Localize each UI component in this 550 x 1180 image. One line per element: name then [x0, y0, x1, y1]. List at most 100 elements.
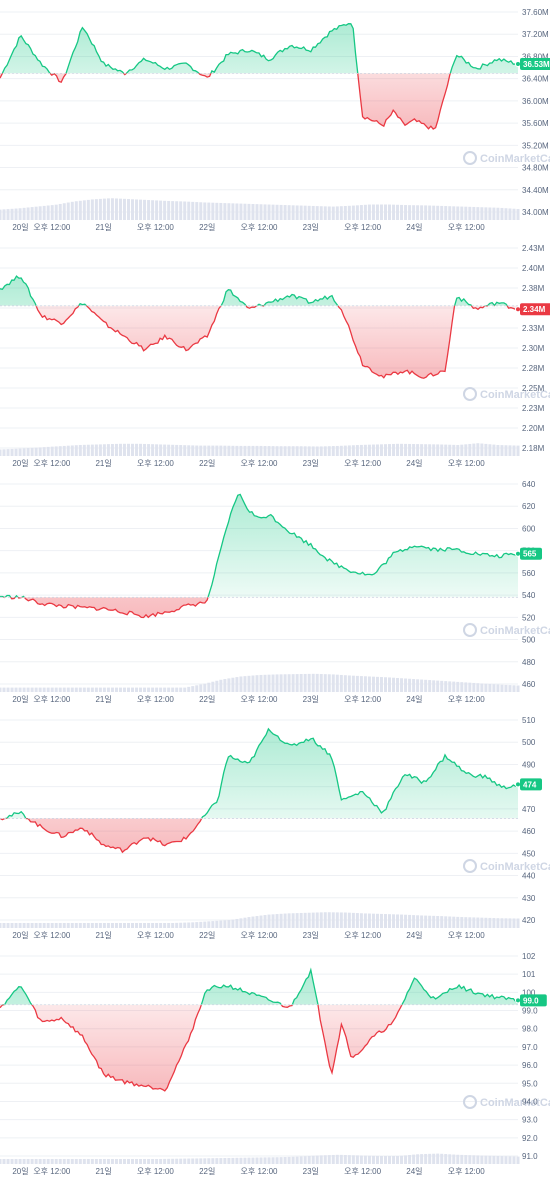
volume-bar: [492, 684, 496, 692]
volume-bar: [452, 206, 456, 220]
price-chart-svg-5[interactable]: CoinMarketCap10210110099.098.097.096.095…: [0, 944, 550, 1180]
volume-bar: [0, 449, 2, 456]
volume-bar: [516, 445, 520, 456]
price-badge: 99.0: [520, 994, 547, 1007]
volume-bar: [343, 206, 347, 220]
volume-bar: [22, 448, 26, 456]
volume-bar: [187, 1158, 191, 1164]
chart-panel-3: CoinMarketCap640620600580560540520500480…: [0, 472, 550, 708]
volume-bar: [183, 922, 187, 928]
volume-bar: [18, 208, 22, 220]
area-fill-down: [0, 1004, 518, 1091]
volume-bar: [135, 443, 139, 456]
volume-bar: [436, 205, 440, 220]
area-fill-up: [0, 728, 518, 819]
volume-bar: [271, 204, 275, 220]
volume-bar: [147, 923, 151, 928]
volume-bar: [424, 679, 428, 692]
volume-bar: [472, 682, 476, 692]
volume-bar: [331, 446, 335, 456]
price-chart-svg-3[interactable]: CoinMarketCap640620600580560540520500480…: [0, 472, 550, 708]
volume-bar: [371, 676, 375, 692]
y-tick-label: 450: [522, 849, 536, 858]
x-tick-label: 22일: [199, 459, 215, 468]
volume-bar: [46, 446, 50, 456]
volume-bar: [271, 674, 275, 692]
volume-bar: [379, 444, 383, 456]
volume-bar: [279, 204, 283, 220]
volume-bar: [359, 676, 363, 692]
volume-bar: [58, 923, 62, 928]
volume-bar: [512, 445, 516, 456]
volume-bar: [139, 199, 143, 220]
volume-bar: [131, 1159, 135, 1164]
volume-bar: [131, 199, 135, 220]
volume-bar: [287, 674, 291, 692]
volume-bar: [460, 1154, 464, 1164]
volume-bar: [0, 1159, 2, 1164]
volume-bar: [500, 918, 504, 928]
volume-bar: [452, 444, 456, 456]
volume-bar: [291, 913, 295, 928]
volume-bar: [259, 674, 263, 692]
y-tick-label: 2.20M: [522, 424, 545, 433]
volume-bar: [424, 444, 428, 456]
volume-bar: [126, 443, 130, 456]
y-tick-label: 101: [522, 970, 536, 979]
watermark-logo-icon: [463, 151, 477, 165]
last-price-dot: [515, 306, 521, 313]
volume-bar: [235, 445, 239, 456]
x-axis-labels: 20일 오후 12:00 21일 오후 12:00 22일 오후 12:00 23일 오후 1…: [12, 223, 485, 232]
volume-bar: [187, 201, 191, 220]
volume-bar: [90, 923, 94, 928]
volume-bar: [46, 1159, 50, 1164]
volume-bar: [283, 446, 287, 456]
volume-bar: [2, 449, 6, 456]
x-tick-label: 24일: [406, 459, 422, 468]
volume-bar: [516, 1156, 520, 1164]
last-price-dot: [515, 60, 521, 67]
price-badge-label: 565: [523, 550, 537, 559]
volume-bar: [50, 446, 54, 456]
volume-bar: [54, 446, 58, 456]
volume-bar: [135, 1159, 139, 1164]
volume-bar: [383, 204, 387, 220]
y-tick-label: 420: [522, 916, 536, 925]
volume-bar: [195, 685, 199, 692]
volume-bar: [151, 687, 155, 692]
volume-bar: [251, 1157, 255, 1164]
volume-bar: [243, 676, 247, 692]
volume-bar: [126, 687, 130, 692]
volume-bar: [359, 913, 363, 928]
watermark-logo-icon: [463, 387, 477, 401]
price-chart-svg-1[interactable]: CoinMarketCap 37.60M 37.20M 36.80M 36.40M 36.…: [0, 0, 550, 236]
volume-bar: [307, 912, 311, 928]
volume-bar: [110, 923, 114, 928]
volume-bar: [179, 445, 183, 456]
volume-bar: [175, 1158, 179, 1164]
volume-bar: [319, 674, 323, 692]
x-tick-label: 20일: [12, 931, 28, 940]
volume-bar: [367, 913, 371, 928]
volume-bar: [118, 198, 122, 220]
price-badge-label: 2.34M: [523, 305, 546, 314]
price-chart-svg-4[interactable]: CoinMarketCap510500490480470460450440430…: [0, 708, 550, 944]
volume-bar: [408, 914, 412, 928]
volume-bar: [359, 1155, 363, 1164]
volume-bar: [211, 681, 215, 692]
volume-bar: [74, 1159, 78, 1164]
volume-bar: [239, 676, 243, 692]
volume-bar: [456, 1154, 460, 1164]
volume-bar: [492, 918, 496, 928]
price-chart-svg-2[interactable]: CoinMarketCap2.43M2.40M2.38M2.35M2.33M2.…: [0, 236, 550, 472]
volume-bar: [299, 912, 303, 928]
volume-bar: [400, 204, 404, 220]
volume-bar: [175, 201, 179, 220]
volume-bar: [235, 203, 239, 220]
volume-bar: [139, 923, 143, 928]
volume-bar: [207, 202, 211, 220]
volume-bar: [0, 923, 2, 928]
volume-bar: [388, 444, 392, 456]
watermark-text: CoinMarketCap: [480, 861, 550, 873]
volume-bar: [339, 1154, 343, 1164]
